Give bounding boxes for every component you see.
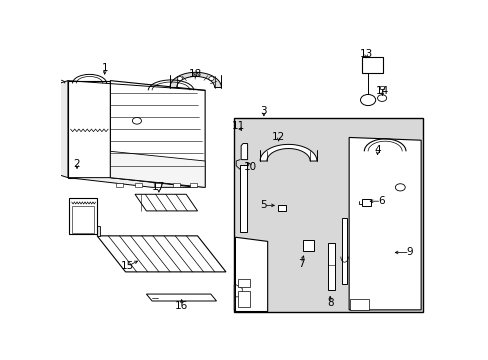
Polygon shape	[97, 226, 100, 236]
Text: 7: 7	[297, 258, 304, 269]
Circle shape	[193, 73, 198, 77]
Polygon shape	[146, 294, 216, 301]
Bar	[135, 184, 142, 187]
Polygon shape	[234, 285, 262, 310]
Circle shape	[132, 117, 141, 124]
Circle shape	[395, 184, 405, 191]
Bar	[277, 205, 285, 211]
Text: 2: 2	[74, 159, 80, 169]
Text: 15: 15	[121, 261, 134, 271]
Text: 18: 18	[189, 69, 202, 79]
Bar	[154, 184, 161, 187]
Text: 17: 17	[152, 183, 165, 192]
Circle shape	[208, 77, 214, 81]
Circle shape	[377, 95, 386, 102]
Polygon shape	[97, 236, 225, 272]
Text: 1: 1	[101, 63, 108, 73]
Text: 13: 13	[359, 49, 372, 59]
Text: 5: 5	[260, 201, 266, 210]
Bar	[189, 184, 196, 187]
Polygon shape	[68, 81, 110, 177]
Text: 3: 3	[260, 106, 266, 116]
Bar	[379, 86, 384, 89]
Text: 14: 14	[375, 86, 388, 96]
Bar	[173, 184, 180, 187]
Bar	[238, 279, 249, 287]
Bar	[362, 57, 383, 73]
Polygon shape	[260, 144, 316, 161]
Bar	[233, 118, 422, 312]
Bar	[72, 206, 94, 233]
Polygon shape	[68, 198, 97, 234]
Polygon shape	[327, 243, 334, 291]
Text: 8: 8	[326, 298, 333, 308]
Text: 16: 16	[175, 301, 188, 311]
Bar	[349, 299, 368, 310]
Polygon shape	[59, 81, 68, 177]
Bar	[116, 184, 122, 187]
Polygon shape	[68, 177, 197, 187]
Polygon shape	[348, 138, 420, 310]
Polygon shape	[240, 165, 246, 232]
Polygon shape	[241, 144, 247, 159]
Text: 4: 4	[373, 145, 380, 155]
Circle shape	[177, 77, 182, 81]
Polygon shape	[169, 72, 221, 87]
Text: 11: 11	[231, 121, 244, 131]
Polygon shape	[235, 237, 267, 311]
Bar	[302, 240, 313, 251]
Text: 10: 10	[244, 162, 257, 172]
Bar	[238, 291, 249, 307]
Polygon shape	[341, 218, 346, 284]
Polygon shape	[135, 194, 197, 211]
Circle shape	[360, 94, 375, 105]
Polygon shape	[110, 151, 205, 187]
Text: 12: 12	[271, 132, 285, 143]
Text: 6: 6	[377, 196, 384, 206]
Polygon shape	[110, 81, 205, 187]
Bar	[362, 199, 370, 206]
Text: 9: 9	[406, 247, 412, 257]
